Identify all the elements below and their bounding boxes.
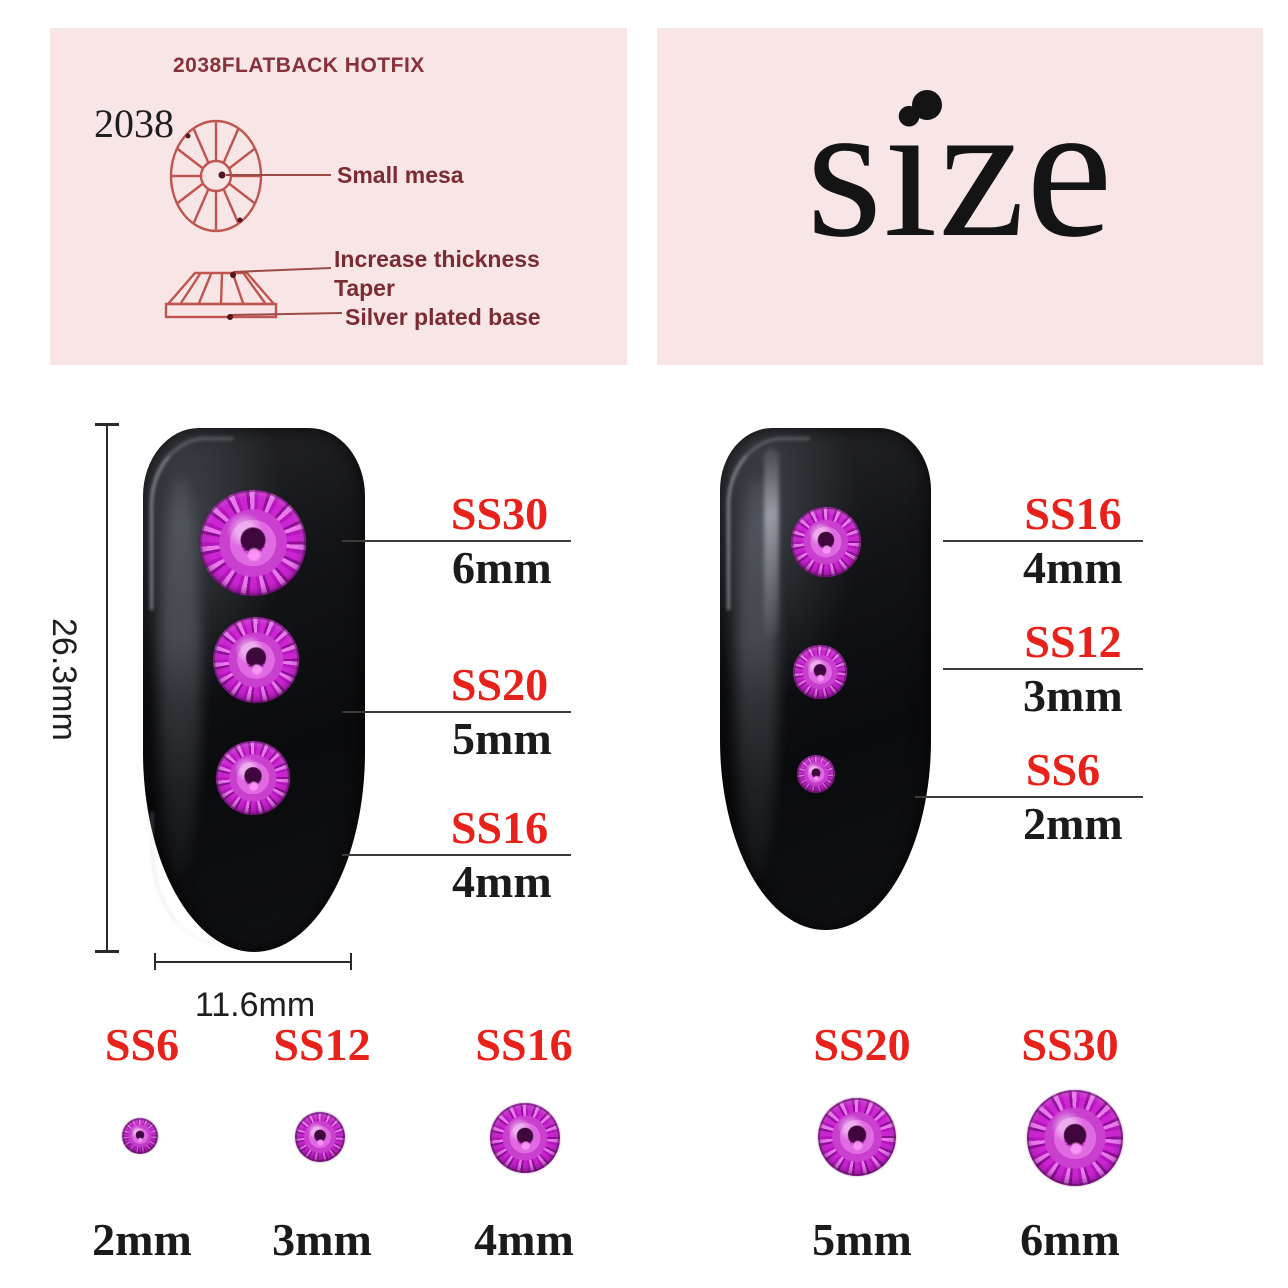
label-taper: Taper: [334, 275, 395, 301]
size-chart-item-ss6: SS6 2mm: [57, 1022, 227, 1264]
mm-size-label: 5mm: [812, 1214, 912, 1265]
callout-ss16: SS16 4mm: [943, 490, 1143, 592]
ss-size-label: SS16: [1024, 488, 1122, 539]
size-dot-accent: [912, 90, 942, 120]
size-title: size: [806, 62, 1114, 278]
rhinestone-5mm: [818, 1098, 896, 1176]
ss-size-label: SS30: [1021, 1019, 1119, 1070]
nail-height-label: 26.3mm: [45, 618, 83, 741]
ss-size-label: SS20: [813, 1019, 911, 1070]
model-number: 2038: [94, 101, 174, 146]
rhinestone-6mm: [1027, 1090, 1123, 1186]
nail-highlight: [151, 812, 217, 944]
nail-highlight: [764, 448, 779, 638]
size-chart-item-ss30: SS30 6mm: [985, 1022, 1155, 1264]
callout-line: [342, 854, 571, 856]
height-dimension-cap-top: [95, 423, 119, 426]
rhinestone-3mm: [793, 645, 847, 699]
mm-size-label: 6mm: [1020, 1214, 1120, 1265]
size-chart-item-ss12: SS12 3mm: [237, 1022, 407, 1264]
callout-line: [915, 796, 1143, 798]
mm-size-label: 3mm: [272, 1214, 372, 1265]
ss-size-label: SS12: [1024, 616, 1122, 667]
rhinestone-4mm: [216, 741, 290, 815]
label-silver-plated-base: Silver plated base: [345, 304, 541, 330]
rhinestone-4mm: [791, 507, 861, 577]
nail-highlight: [159, 478, 201, 878]
callout-ss20: SS20 5mm: [342, 661, 571, 763]
callout-line: [943, 668, 1143, 670]
mm-size-label: 3mm: [1023, 670, 1123, 721]
callout-line: [342, 540, 571, 542]
height-dimension-cap-bottom: [95, 950, 119, 953]
label-small-mesa: Small mesa: [337, 162, 464, 188]
flatback-title: 2038FLATBACK HOTFIX: [173, 54, 425, 77]
mm-size-label: 4mm: [452, 856, 552, 907]
rhinestone-2mm: [122, 1118, 158, 1154]
width-dimension-tick-left: [154, 953, 156, 970]
ss-size-label: SS20: [450, 659, 549, 710]
ss-size-label: SS16: [450, 802, 549, 853]
mm-size-label: 2mm: [1023, 798, 1123, 849]
rhinestone-6mm: [200, 490, 306, 596]
nail-width-label: 11.6mm: [194, 986, 316, 1024]
mm-size-label: 5mm: [452, 713, 552, 764]
flatback-spec-panel: 2038FLATBACK HOTFIX 2038 Small mesa Incr…: [50, 28, 627, 365]
callout-ss12: SS12 3mm: [943, 618, 1143, 720]
size-chart-item-ss20: SS20 5mm: [777, 1022, 947, 1264]
nail-highlight: [736, 478, 778, 878]
mm-size-label: 2mm: [92, 1214, 192, 1265]
ss-size-label: SS6: [104, 1019, 180, 1070]
callout-ss30: SS30 6mm: [342, 490, 571, 592]
rhinestone-2mm: [797, 755, 835, 793]
size-panel: size: [657, 28, 1263, 365]
ss-size-label: SS6: [1025, 744, 1101, 795]
callout-ss16: SS16 4mm: [342, 804, 571, 906]
callout-line: [342, 711, 571, 713]
rhinestone-3mm: [295, 1112, 345, 1162]
size-chart-item-ss16: SS16 4mm: [439, 1022, 609, 1264]
height-dimension-line: [106, 425, 108, 953]
ss-size-label: SS16: [475, 1019, 573, 1070]
callout-ss6: SS6 2mm: [915, 746, 1143, 848]
rhinestone-4mm: [490, 1103, 560, 1173]
mm-size-label: 4mm: [1023, 542, 1123, 593]
rhinestone-structure-diagram: [164, 119, 343, 320]
mm-size-label: 4mm: [474, 1214, 574, 1265]
label-increase-thickness: Increase thickness: [334, 246, 540, 272]
callout-line: [943, 540, 1143, 542]
rhinestone-5mm: [213, 617, 299, 703]
width-dimension-tick-right: [350, 953, 352, 970]
mm-size-label: 6mm: [452, 542, 552, 593]
ss-size-label: SS30: [450, 488, 549, 539]
width-dimension-line: [155, 961, 352, 963]
ss-size-label: SS12: [273, 1019, 371, 1070]
